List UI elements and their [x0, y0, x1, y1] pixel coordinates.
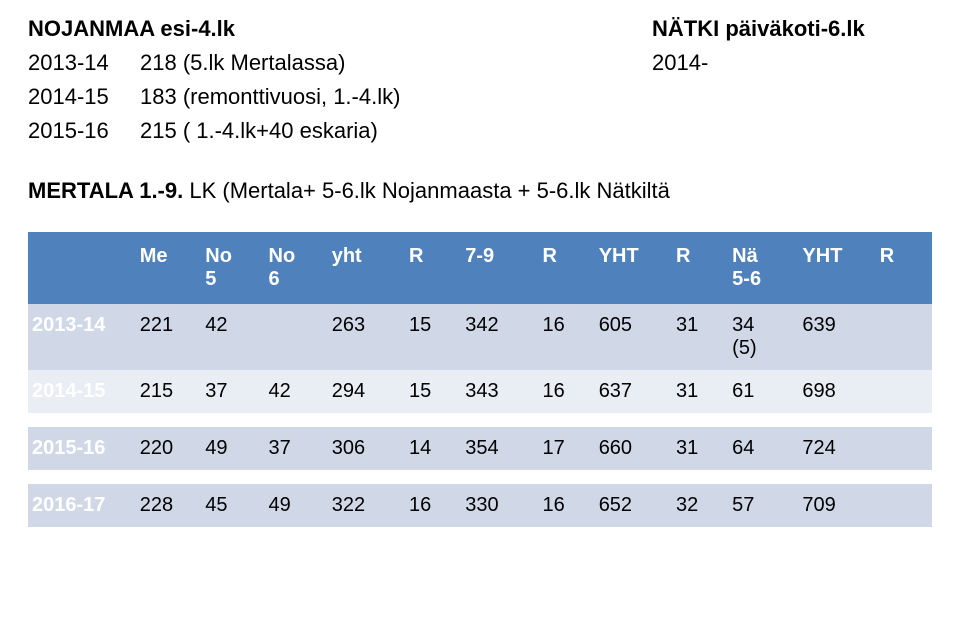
cell: 49	[265, 477, 328, 527]
left-year-2: 2015-16	[28, 114, 140, 148]
cell: 354	[461, 420, 538, 477]
cell: 37	[201, 370, 264, 420]
cell: 2015-16	[28, 420, 136, 477]
cell: 31	[672, 420, 728, 477]
cell: 49	[201, 420, 264, 477]
data-table: Me No5 No6 yht R 7-9 R YHT R Nä5-6 YHT R…	[28, 232, 932, 527]
cell: 42	[201, 303, 264, 371]
th-5: R	[405, 234, 461, 303]
page-root: NOJANMAA esi-4.lk 2013-14 218 (5.lk Mert…	[0, 0, 960, 547]
cell: 16	[538, 477, 594, 527]
cell: 31	[672, 370, 728, 420]
cell: 17	[538, 420, 594, 477]
cell: 343	[461, 370, 538, 420]
left-text-2: 215 ( 1.-4.lk+40 eskaria)	[140, 114, 378, 148]
tbody-group-2: 2016-17 228 45 49 322 16 330 16 652 32 5…	[28, 477, 932, 527]
left-text-0: 218 (5.lk Mertalassa)	[140, 46, 345, 80]
table-row: 2015-16 220 49 37 306 14 354 17 660 31 6…	[28, 420, 932, 477]
cell: 64	[728, 420, 798, 477]
header-row: Me No5 No6 yht R 7-9 R YHT R Nä5-6 YHT R	[28, 234, 932, 303]
mid-label: MERTALA 1.-9.	[28, 178, 183, 203]
top-block: NOJANMAA esi-4.lk 2013-14 218 (5.lk Mert…	[28, 12, 932, 148]
cell: 2013-14	[28, 303, 136, 371]
cell: 342	[461, 303, 538, 371]
right-title: NÄTKI päiväkoti-6.lk	[652, 12, 932, 46]
table-row: 2014-15 215 37 42 294 15 343 16 637 31 6…	[28, 370, 932, 420]
right-row: 2014-	[652, 46, 932, 80]
th-6: 7-9	[461, 234, 538, 303]
th-2: No5	[201, 234, 264, 303]
cell: 221	[136, 303, 202, 371]
left-row-0: 2013-14 218 (5.lk Mertalassa)	[28, 46, 400, 80]
cell: 263	[328, 303, 405, 371]
th-12: R	[876, 234, 932, 303]
cell: 42	[265, 370, 328, 420]
th-11: YHT	[798, 234, 875, 303]
cell: 32	[672, 477, 728, 527]
right-column: NÄTKI päiväkoti-6.lk 2014-	[652, 12, 932, 80]
cell: 660	[595, 420, 672, 477]
left-year-1: 2014-15	[28, 80, 140, 114]
tbody-group-1: 2015-16 220 49 37 306 14 354 17 660 31 6…	[28, 420, 932, 477]
left-row-2: 2015-16 215 ( 1.-4.lk+40 eskaria)	[28, 114, 400, 148]
cell	[876, 420, 932, 477]
cell: 2016-17	[28, 477, 136, 527]
left-year-0: 2013-14	[28, 46, 140, 80]
left-text-1: 183 (remonttivuosi, 1.-4.lk)	[140, 80, 400, 114]
left-row-1: 2014-15 183 (remonttivuosi, 1.-4.lk)	[28, 80, 400, 114]
table-row: 2016-17 228 45 49 322 16 330 16 652 32 5…	[28, 477, 932, 527]
th-10: Nä5-6	[728, 234, 798, 303]
cell: 724	[798, 420, 875, 477]
cell: 57	[728, 477, 798, 527]
cell: 220	[136, 420, 202, 477]
cell: 16	[405, 477, 461, 527]
th-7: R	[538, 234, 594, 303]
cell: 330	[461, 477, 538, 527]
th-3: No6	[265, 234, 328, 303]
cell: 16	[538, 370, 594, 420]
mid-line: MERTALA 1.-9. LK (Mertala+ 5-6.lk Nojanm…	[28, 178, 932, 204]
cell: 637	[595, 370, 672, 420]
cell: 709	[798, 477, 875, 527]
tbody-group-0: 2013-14 221 42 263 15 342 16 605 31 34(5…	[28, 303, 932, 421]
cell: 215	[136, 370, 202, 420]
th-9: R	[672, 234, 728, 303]
cell: 639	[798, 303, 875, 371]
cell: 16	[538, 303, 594, 371]
cell: 652	[595, 477, 672, 527]
cell	[876, 303, 932, 371]
th-4: yht	[328, 234, 405, 303]
table-row: 2013-14 221 42 263 15 342 16 605 31 34(5…	[28, 303, 932, 371]
cell	[876, 370, 932, 420]
cell: 45	[201, 477, 264, 527]
cell: 15	[405, 370, 461, 420]
cell: 34(5)	[728, 303, 798, 371]
cell: 31	[672, 303, 728, 371]
cell: 37	[265, 420, 328, 477]
cell: 15	[405, 303, 461, 371]
cell: 605	[595, 303, 672, 371]
cell: 228	[136, 477, 202, 527]
cell: 322	[328, 477, 405, 527]
cell: 306	[328, 420, 405, 477]
th-8: YHT	[595, 234, 672, 303]
th-1: Me	[136, 234, 202, 303]
left-column: NOJANMAA esi-4.lk 2013-14 218 (5.lk Mert…	[28, 12, 400, 148]
mid-rest: LK (Mertala+ 5-6.lk Nojanmaasta + 5-6.lk…	[183, 178, 670, 203]
cell: 61	[728, 370, 798, 420]
cell: 2014-15	[28, 370, 136, 420]
table-wrap: Me No5 No6 yht R 7-9 R YHT R Nä5-6 YHT R…	[28, 232, 932, 527]
cell: 698	[798, 370, 875, 420]
table-head: Me No5 No6 yht R 7-9 R YHT R Nä5-6 YHT R	[28, 234, 932, 303]
th-0	[28, 234, 136, 303]
left-title: NOJANMAA esi-4.lk	[28, 12, 400, 46]
cell	[265, 303, 328, 371]
cell: 14	[405, 420, 461, 477]
cell: 294	[328, 370, 405, 420]
cell	[876, 477, 932, 527]
